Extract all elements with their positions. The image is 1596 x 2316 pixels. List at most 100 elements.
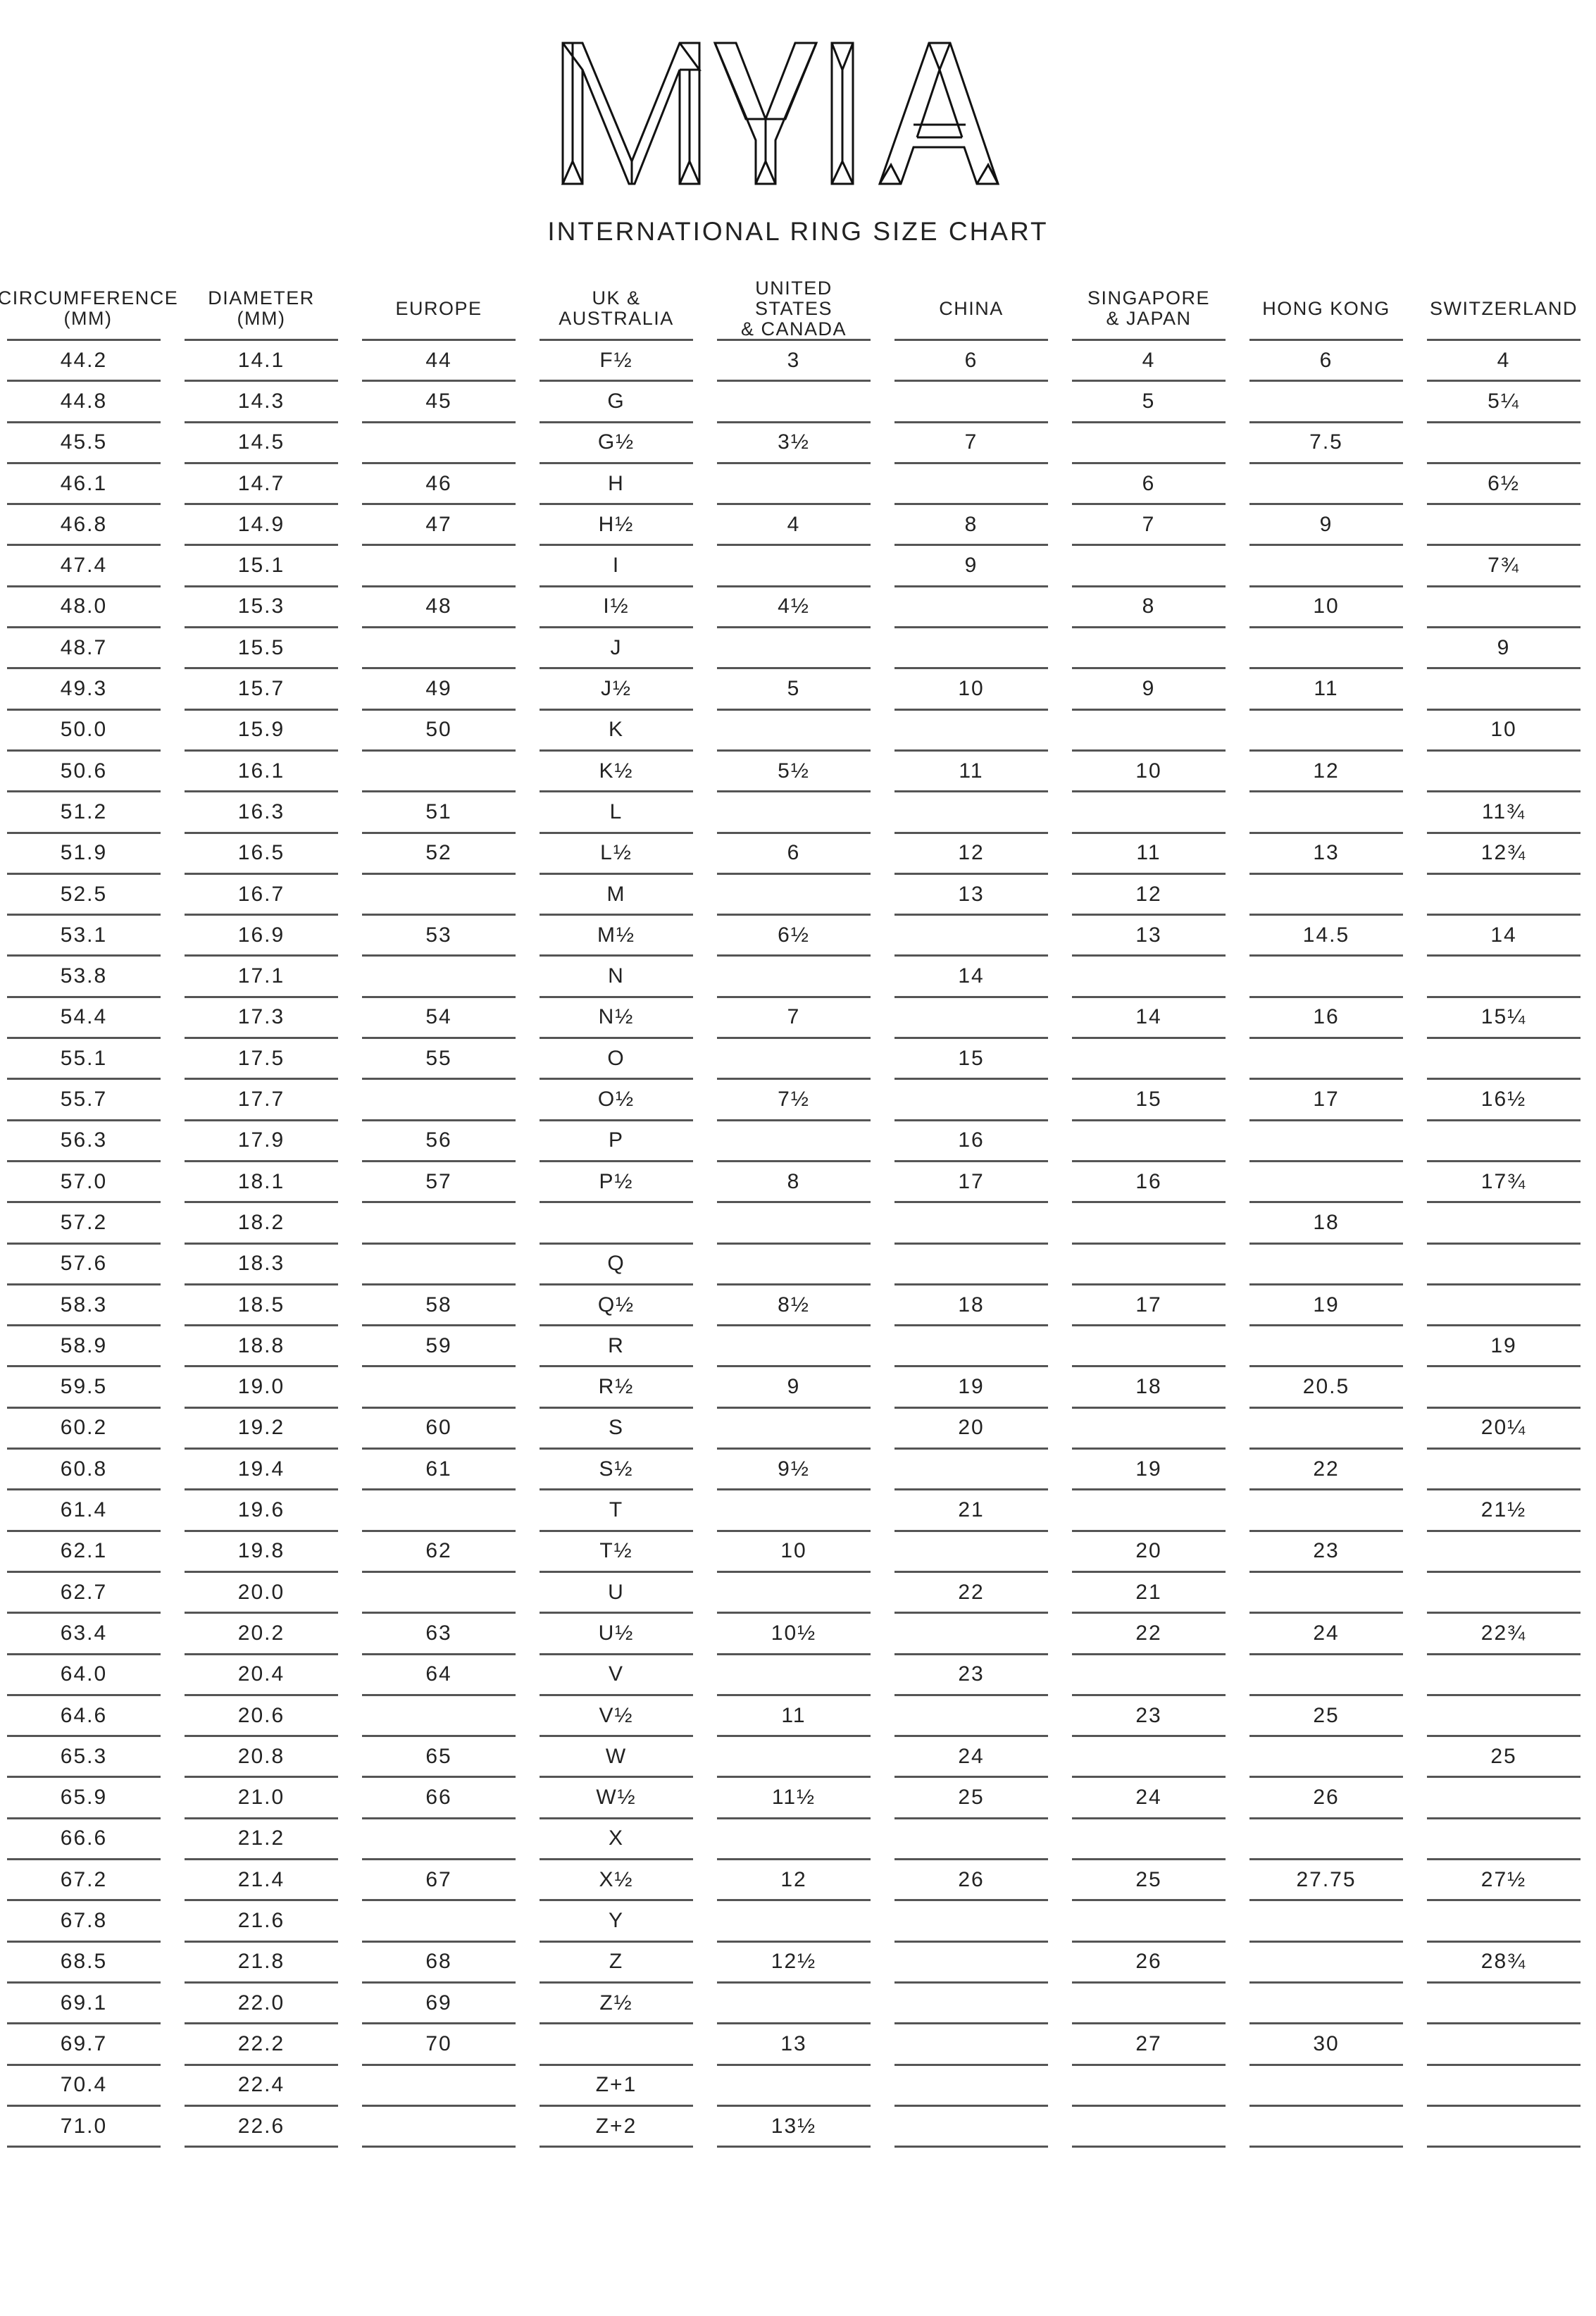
cell-diameter: 20.4 — [185, 1655, 338, 1696]
cell-switzerland — [1427, 875, 1581, 916]
cell-hong-kong — [1249, 1162, 1403, 1204]
cell-europe: 45 — [362, 382, 516, 423]
cell-europe — [362, 628, 516, 670]
cell-uk-australia: H — [540, 464, 693, 506]
cell-circumference: 60.2 — [7, 1409, 161, 1450]
cell-circumference: 55.7 — [7, 1080, 161, 1121]
cell-switzerland — [1427, 1039, 1581, 1081]
cell-diameter: 22.4 — [185, 2066, 338, 2107]
cell-us-canada: 7 — [717, 998, 871, 1040]
cell-uk-australia — [540, 2024, 693, 2066]
cell-switzerland: 12¾ — [1427, 834, 1581, 875]
cell-europe — [362, 2066, 516, 2107]
cell-singapore-japan — [1072, 1121, 1226, 1162]
cell-uk-australia: R½ — [540, 1368, 693, 1409]
cell-china — [894, 1080, 1048, 1121]
cell-hong-kong — [1249, 2066, 1403, 2107]
cell-hong-kong: 25 — [1249, 1696, 1403, 1738]
column-header-diameter: DIAMETER (MM) — [208, 287, 315, 329]
cell-hong-kong: 30 — [1249, 2024, 1403, 2066]
cell-diameter: 17.5 — [185, 1039, 338, 1081]
cell-singapore-japan — [1072, 792, 1226, 834]
cell-switzerland: 25 — [1427, 1737, 1581, 1779]
cell-singapore-japan: 14 — [1072, 998, 1226, 1040]
cell-uk-australia: Z½ — [540, 1984, 693, 2025]
cell-uk-australia: X½ — [540, 1860, 693, 1902]
header-divider — [185, 339, 338, 341]
cell-europe: 65 — [362, 1737, 516, 1779]
cell-uk-australia: X — [540, 1819, 693, 1861]
cell-china — [894, 998, 1048, 1040]
cell-us-canada — [717, 382, 871, 423]
cell-hong-kong: 12 — [1249, 752, 1403, 793]
cell-uk-australia: L — [540, 792, 693, 834]
cell-uk-australia: V — [540, 1655, 693, 1696]
cell-uk-australia: I½ — [540, 587, 693, 629]
cell-circumference: 50.6 — [7, 752, 161, 793]
cell-uk-australia: G — [540, 382, 693, 423]
column-header-hong-kong: HONG KONG — [1262, 297, 1390, 319]
cell-singapore-japan — [1072, 1901, 1226, 1943]
cell-diameter: 15.9 — [185, 711, 338, 752]
cell-china — [894, 382, 1048, 423]
cell-europe: 58 — [362, 1285, 516, 1327]
cell-europe: 56 — [362, 1121, 516, 1162]
cell-singapore-japan — [1072, 1409, 1226, 1450]
cell-diameter: 14.1 — [185, 341, 338, 382]
header-divider — [7, 339, 161, 341]
cell-singapore-japan: 10 — [1072, 752, 1226, 793]
cell-diameter: 16.5 — [185, 834, 338, 875]
cell-circumference: 64.6 — [7, 1696, 161, 1738]
cell-circumference: 61.4 — [7, 1490, 161, 1532]
cell-hong-kong — [1249, 1943, 1403, 1984]
cell-circumference: 46.8 — [7, 505, 161, 547]
cell-us-canada — [717, 1490, 871, 1532]
cell-china: 11 — [894, 752, 1048, 793]
cell-us-canada: 11 — [717, 1696, 871, 1738]
cell-singapore-japan — [1072, 1655, 1226, 1696]
cell-us-canada: 11½ — [717, 1779, 871, 1819]
cell-china — [894, 1943, 1048, 1984]
cell-china: 24 — [894, 1737, 1048, 1779]
cell-hong-kong: 18 — [1249, 1203, 1403, 1245]
cell-singapore-japan: 15 — [1072, 1080, 1226, 1121]
cell-europe — [362, 1696, 516, 1738]
cell-switzerland: 17¾ — [1427, 1162, 1581, 1204]
cell-europe: 55 — [362, 1039, 516, 1081]
cell-circumference: 51.2 — [7, 792, 161, 834]
cell-us-canada — [717, 1203, 871, 1245]
cell-diameter: 19.2 — [185, 1409, 338, 1450]
column-header-china: CHINA — [939, 297, 1004, 319]
cell-hong-kong — [1249, 1819, 1403, 1861]
cell-singapore-japan: 26 — [1072, 1943, 1226, 1984]
cell-diameter: 20.2 — [185, 1614, 338, 1655]
column-header-singapore-japan: SINGAPORE & JAPAN — [1087, 287, 1211, 329]
cell-europe — [362, 1368, 516, 1409]
cell-europe — [362, 875, 516, 916]
cell-uk-australia: W — [540, 1737, 693, 1779]
cell-uk-australia: J — [540, 628, 693, 670]
cell-uk-australia: L½ — [540, 834, 693, 875]
cell-hong-kong — [1249, 792, 1403, 834]
cell-singapore-japan: 6 — [1072, 464, 1226, 506]
cell-us-canada: 3 — [717, 341, 871, 382]
cell-china — [894, 2066, 1048, 2107]
cell-china — [894, 1984, 1048, 2025]
cell-singapore-japan — [1072, 711, 1226, 752]
cell-china — [894, 1450, 1048, 1491]
cell-switzerland — [1427, 505, 1581, 547]
cell-us-canada — [717, 792, 871, 834]
cell-us-canada: 9½ — [717, 1450, 871, 1491]
cell-uk-australia: N — [540, 957, 693, 998]
cell-singapore-japan: 5 — [1072, 382, 1226, 423]
cell-china: 10 — [894, 669, 1048, 711]
cell-singapore-japan — [1072, 1245, 1226, 1285]
cell-us-canada — [717, 875, 871, 916]
cell-china: 9 — [894, 547, 1048, 587]
cell-switzerland: 14 — [1427, 916, 1581, 957]
cell-us-canada — [717, 2066, 871, 2107]
cell-circumference: 59.5 — [7, 1368, 161, 1409]
cell-circumference: 49.3 — [7, 669, 161, 711]
cell-hong-kong: 13 — [1249, 834, 1403, 875]
cell-singapore-japan: 20 — [1072, 1532, 1226, 1573]
